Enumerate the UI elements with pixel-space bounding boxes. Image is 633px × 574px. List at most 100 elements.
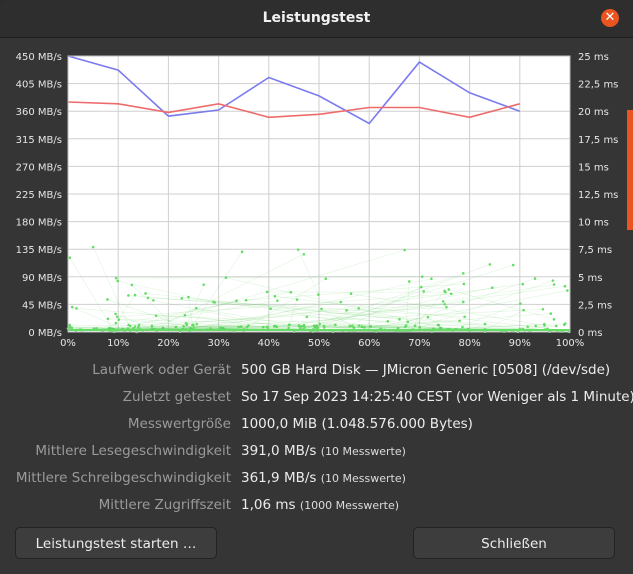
access-time-point xyxy=(114,276,118,280)
access-time-point xyxy=(386,319,390,323)
info-row-sample-size: Messwertgröße 1000,0 MiB (1.048.576.000 … xyxy=(0,416,633,438)
write-speed-note: (10 Messwerte) xyxy=(320,472,406,485)
access-time-point xyxy=(351,324,354,328)
access-time-point xyxy=(552,283,556,286)
title-bar[interactable]: Leistungstest ✕ xyxy=(0,0,633,38)
access-time-trace xyxy=(213,301,448,330)
access-time-point xyxy=(116,279,120,283)
access-time-trace xyxy=(130,300,237,327)
access-time-trace xyxy=(186,284,204,325)
access-time-trace xyxy=(407,278,536,323)
access-time-point xyxy=(239,325,243,328)
access-time-trace xyxy=(102,307,359,332)
y-left-tick-label: 45 MB/s xyxy=(22,300,62,311)
access-time-point xyxy=(75,307,78,310)
x-tick-label: 60% xyxy=(358,338,380,349)
access-time-point xyxy=(187,295,190,299)
x-tick-label: 80% xyxy=(458,338,480,349)
access-time-point xyxy=(95,327,98,330)
access-time-trace xyxy=(427,316,440,326)
access-time-trace xyxy=(414,291,425,326)
access-time-point xyxy=(303,325,306,329)
access-time-point xyxy=(127,294,130,297)
access-time-trace xyxy=(181,297,570,333)
access-time-point xyxy=(137,325,140,329)
access-time-point xyxy=(240,250,244,254)
access-time-point xyxy=(276,299,279,302)
read-speed-line xyxy=(67,55,521,125)
access-time-trace xyxy=(196,307,300,327)
access-time-trace xyxy=(69,326,113,330)
access-time-trace xyxy=(154,254,304,330)
access-time-trace xyxy=(405,281,410,326)
access-time-point xyxy=(443,302,447,306)
access-time-trace xyxy=(306,316,551,331)
access-time-point xyxy=(413,324,417,327)
y-right-tick-label: 22,5 ms xyxy=(578,80,618,91)
access-time-point xyxy=(404,324,408,327)
y-right-tick-label: 12,5 ms xyxy=(578,190,618,201)
y-right-tick-label: 2,5 ms xyxy=(578,300,612,311)
access-time-point xyxy=(289,290,293,294)
y-left-tick-label: 405 MB/s xyxy=(16,80,62,91)
dialog-title: Leistungstest xyxy=(262,10,371,26)
access-time-point xyxy=(444,290,447,294)
access-time-point xyxy=(68,323,72,327)
read-speed-note: (10 Messwerte) xyxy=(320,445,406,458)
y-left-tick-label: 135 MB/s xyxy=(16,245,62,256)
access-time-trace xyxy=(448,289,555,320)
access-time-point xyxy=(445,305,448,309)
access-time-trace xyxy=(128,295,523,330)
x-tick-label: 90% xyxy=(509,338,531,349)
access-time-trace xyxy=(297,249,319,295)
start-benchmark-button[interactable]: Leistungstest starten … xyxy=(15,527,217,559)
plot-border xyxy=(67,55,571,333)
access-time-trace xyxy=(303,273,464,330)
access-time-point xyxy=(237,325,240,329)
access-time-point xyxy=(114,312,117,316)
access-time-point xyxy=(449,292,453,296)
y-left-tick-label: 90 MB/s xyxy=(22,273,62,284)
access-time-point xyxy=(463,315,466,319)
chart-svg: 0% 10% 20% 30% 40% 50% 60% 70% 80% 90% 100% 0 MB/s 0… xyxy=(16,52,619,349)
access-time-trace xyxy=(206,278,432,330)
access-time-point xyxy=(322,324,326,328)
access-time-point xyxy=(419,285,423,289)
access-time-trace xyxy=(147,297,465,318)
access-time-trace xyxy=(304,287,493,328)
access-time-trace xyxy=(92,246,129,326)
access-time-point xyxy=(541,307,545,311)
access-time-point xyxy=(261,325,265,329)
access-time-point xyxy=(244,298,248,302)
close-button[interactable]: Schließen xyxy=(413,527,615,559)
access-time-point xyxy=(91,245,95,249)
y-left-tick-label: 360 MB/s xyxy=(16,107,62,118)
access-time-trace xyxy=(151,249,405,327)
access-time-point xyxy=(357,324,361,327)
access-time-point xyxy=(420,275,424,278)
access-time-point xyxy=(133,325,137,328)
access-time-point xyxy=(360,325,364,329)
y-right-tick-label: 0 ms xyxy=(578,328,603,339)
access-time-point xyxy=(418,326,422,329)
access-time-point xyxy=(345,309,348,312)
access-time-point xyxy=(349,292,353,296)
access-time-point xyxy=(422,290,426,293)
info-row-read-speed: Mittlere Lesegeschwindigkeit 391,0 MB/s … xyxy=(0,443,633,465)
access-time-trace xyxy=(440,327,520,330)
access-time-point xyxy=(398,318,401,321)
close-icon[interactable]: ✕ xyxy=(601,9,619,27)
access-time-point xyxy=(563,284,567,288)
benchmark-chart: 0% 10% 20% 30% 40% 50% 60% 70% 80% 90% 100% 0 MB/s 0… xyxy=(0,38,633,358)
access-time-trace xyxy=(185,301,341,330)
access-time-point xyxy=(526,325,529,329)
access-time-trace xyxy=(359,325,447,330)
access-time-point xyxy=(137,323,141,327)
background-window-edge xyxy=(627,110,633,230)
access-time-point xyxy=(437,323,441,327)
access-time-trace xyxy=(349,286,422,327)
access-time-point xyxy=(115,315,119,319)
access-time-point xyxy=(180,296,184,300)
x-tick-label: 50% xyxy=(308,338,330,349)
access-time-point xyxy=(146,296,150,300)
